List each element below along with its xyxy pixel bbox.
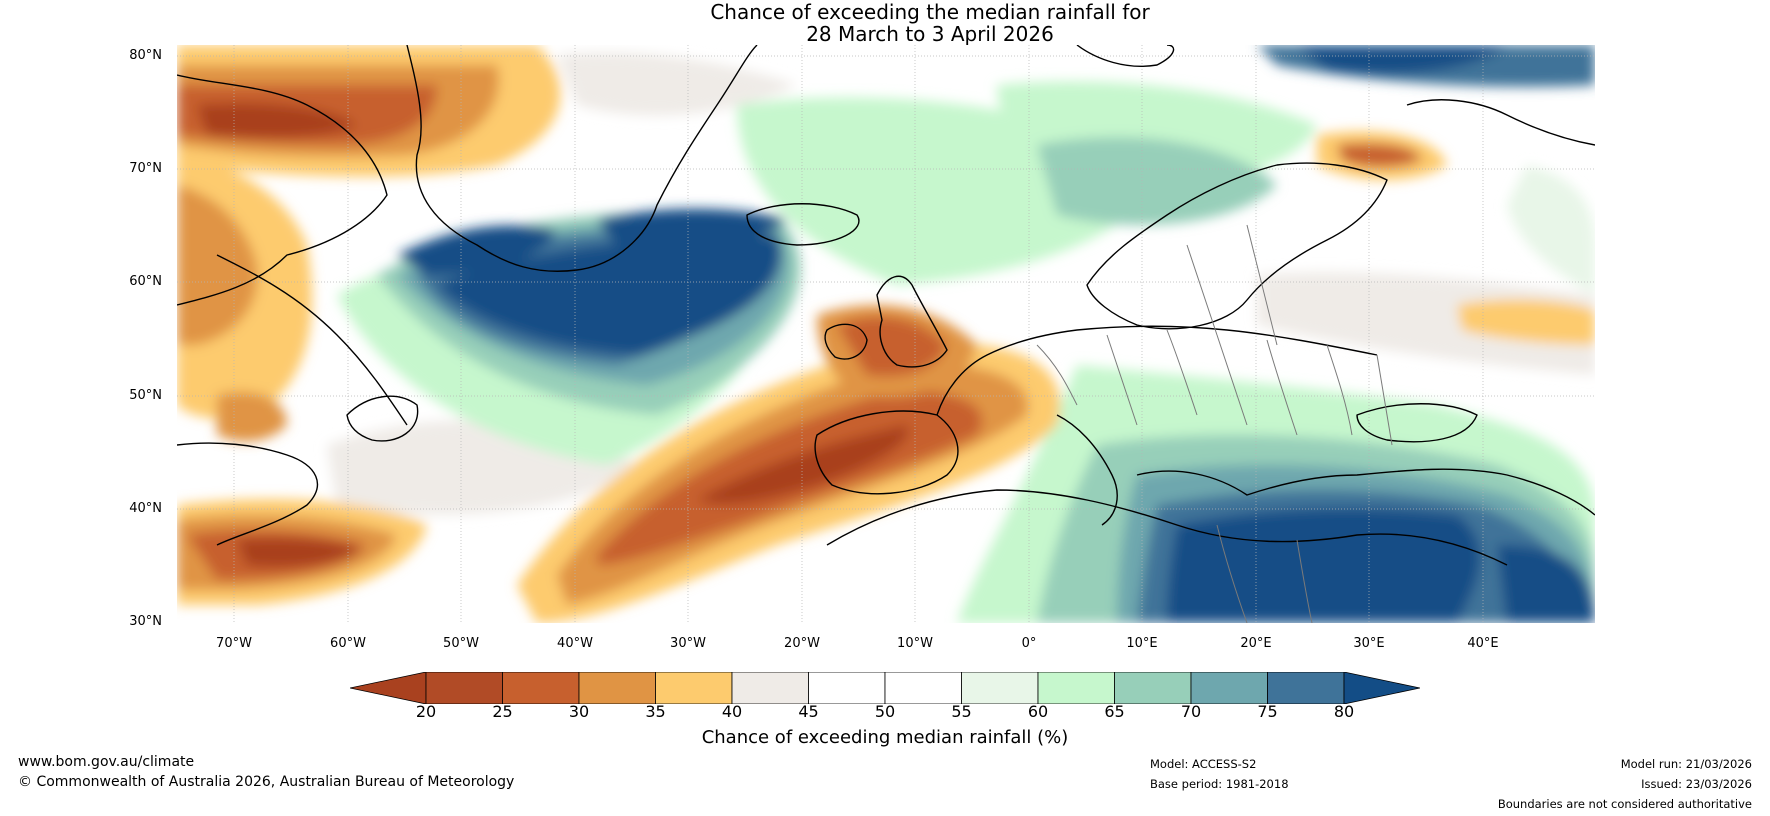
lon-label-40w: 40°W <box>557 636 593 651</box>
lat-label-70n: 70°N <box>129 161 162 176</box>
colorbar-tick-label: 40 <box>721 702 743 721</box>
lat-label-30n: 30°N <box>129 614 162 629</box>
colorbar-box <box>1037 671 1115 705</box>
colorbar-box <box>1267 671 1345 705</box>
colorbar-high-extend <box>1343 671 1421 705</box>
lon-label-10w: 10°W <box>897 636 933 651</box>
lon-label-50w: 50°W <box>443 636 479 651</box>
lat-label-60n: 60°N <box>129 274 162 289</box>
colorbar-tick-label: 25 <box>492 702 513 721</box>
colorbar-tick-label: 75 <box>1257 702 1278 721</box>
colorbar-tick-label: 60 <box>1027 702 1049 721</box>
rainfall-map <box>177 45 1595 623</box>
colorbar-tick-label: 45 <box>798 702 819 721</box>
colorbar-tick-label: 65 <box>1104 702 1125 721</box>
colorbar-low-extend <box>349 671 427 705</box>
coastlines <box>177 45 1595 566</box>
colorbar-box <box>502 671 580 705</box>
footer-model-run: Model run: 21/03/2026 <box>1620 757 1752 771</box>
colorbar-box <box>1190 671 1268 705</box>
colorbar-box <box>884 671 962 705</box>
colorbar-label: Chance of exceeding median rainfall (%) <box>701 727 1069 748</box>
colorbar-svg <box>349 671 1421 705</box>
colorbar-tick-label: 20 <box>415 702 437 721</box>
map-canvas <box>177 45 1595 623</box>
map-title-line2: 28 March to 3 April 2026 <box>806 22 1054 46</box>
colorbar-box <box>655 671 733 705</box>
lat-label-50n: 50°N <box>129 388 162 403</box>
colorbar-tick-label: 35 <box>645 702 666 721</box>
lon-label-30w: 30°W <box>670 636 706 651</box>
colorbar-tick-label: 70 <box>1180 702 1202 721</box>
footer-issued: Issued: 23/03/2026 <box>1641 777 1752 791</box>
footer-copyright: © Commonwealth of Australia 2026, Austra… <box>18 774 515 790</box>
lon-label-10e: 10°E <box>1126 636 1158 651</box>
lon-label-70w: 70°W <box>216 636 252 651</box>
footer-website: www.bom.gov.au/climate <box>18 754 195 770</box>
lon-label-0: 0° <box>1021 636 1037 651</box>
colorbar-box <box>961 671 1039 705</box>
lon-label-30e: 30°E <box>1353 636 1385 651</box>
colorbar-box <box>578 671 656 705</box>
lon-label-20w: 20°W <box>784 636 820 651</box>
colorbar <box>349 671 1421 705</box>
lon-label-60w: 60°W <box>330 636 366 651</box>
colorbar-box <box>808 671 886 705</box>
lon-label-40e: 40°E <box>1467 636 1499 651</box>
colorbar-box <box>731 671 809 705</box>
lat-label-80n: 80°N <box>129 48 162 63</box>
colorbar-box <box>1114 671 1192 705</box>
colorbar-tick-label: 80 <box>1333 702 1355 721</box>
footer-disclaimer: Boundaries are not considered authoritat… <box>1497 797 1752 811</box>
colorbar-box <box>425 671 503 705</box>
national-borders <box>1036 224 1393 623</box>
lon-label-20e: 20°E <box>1240 636 1272 651</box>
lat-label-40n: 40°N <box>129 501 162 516</box>
footer-base-period: Base period: 1981-2018 <box>1150 777 1289 791</box>
colorbar-tick-label: 30 <box>568 702 590 721</box>
footer-model: Model: ACCESS-S2 <box>1150 757 1257 771</box>
map-title-line1: Chance of exceeding the median rainfall … <box>710 0 1150 24</box>
rainfall-field <box>177 45 1595 623</box>
colorbar-tick-label: 50 <box>874 702 896 721</box>
colorbar-tick-label: 55 <box>951 702 972 721</box>
